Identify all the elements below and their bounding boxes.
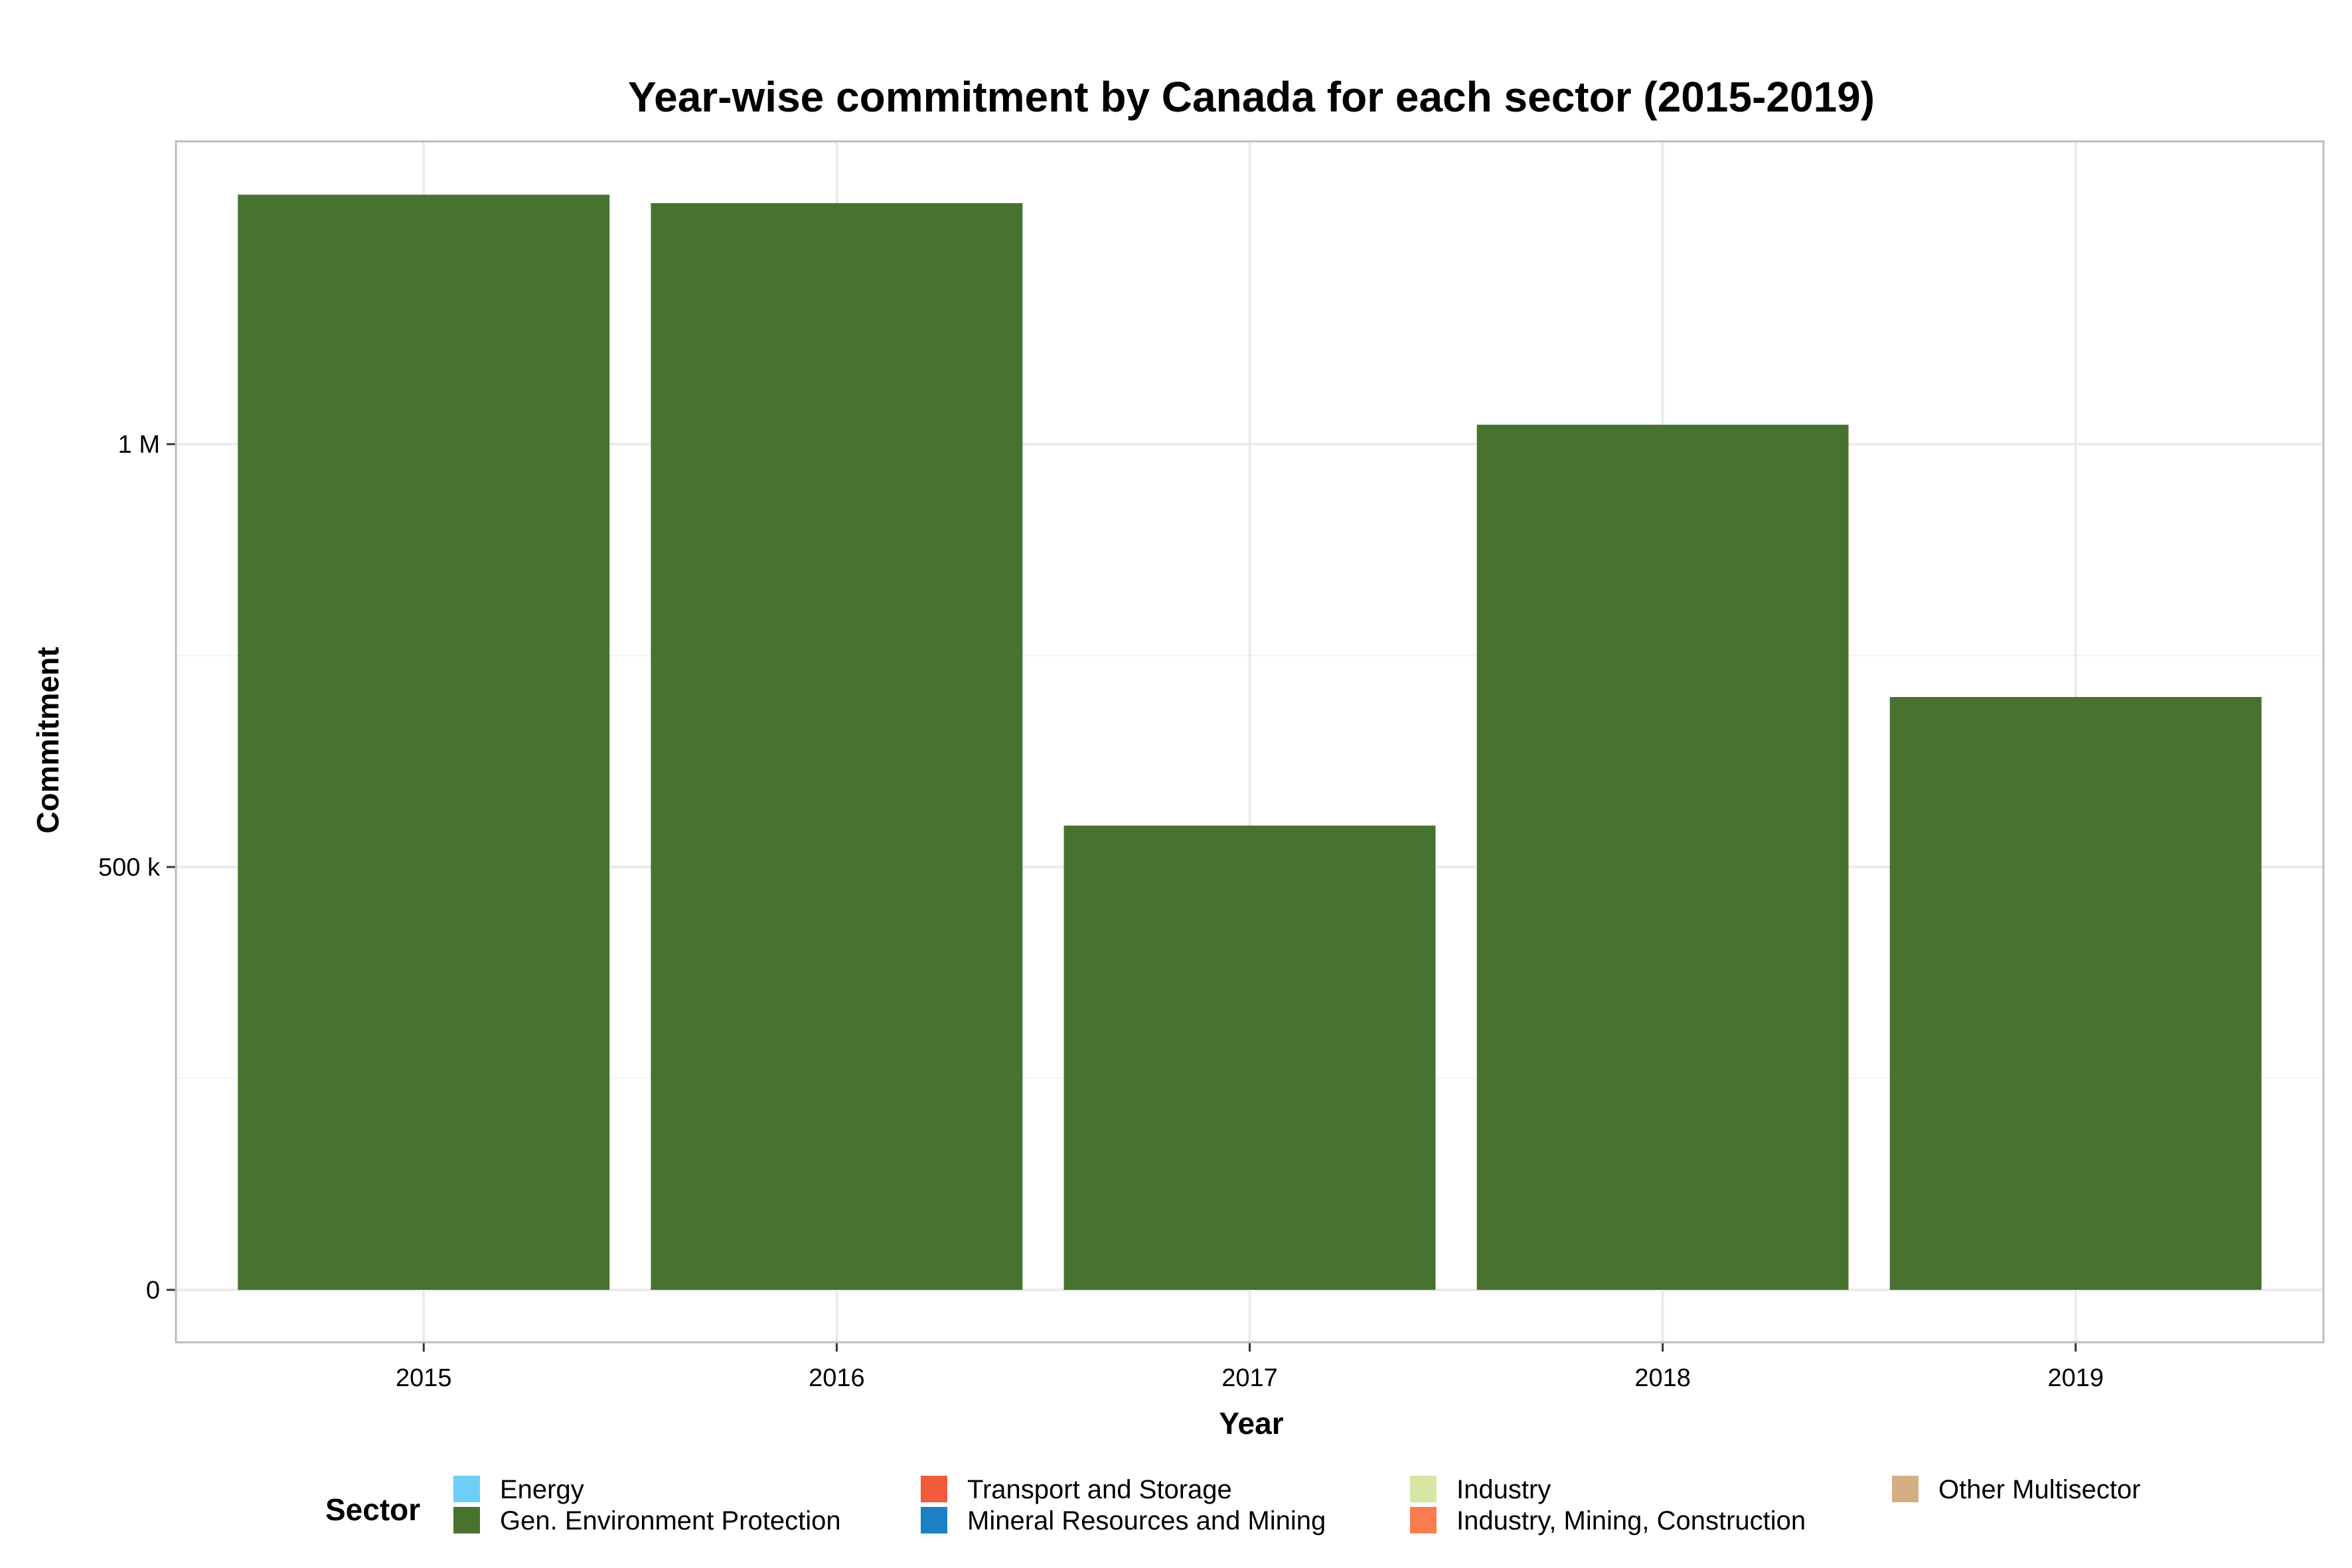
x-tick-label: 2018 [1634,1364,1691,1392]
legend-label: Transport and Storage [967,1475,1232,1504]
bar-2017 [1063,825,1436,1291]
x-axis-title: Year [1219,1406,1283,1441]
plot-border [175,140,2325,1344]
bar-2016 [651,202,1023,1291]
bar-2018 [1476,424,1849,1291]
legend-swatch [453,1507,480,1533]
legend-swatch [1892,1476,1919,1502]
x-tick-label: 2017 [1221,1364,1278,1392]
y-tick-label: 0 [146,1277,160,1304]
legend-swatch [453,1476,480,1502]
chart-title: Year-wise commitment by Canada for each … [628,73,1875,121]
y-axis-title: Commitment [31,647,65,833]
legend-label: Other Multisector [1938,1475,2141,1504]
y-tick-label: 1 M [118,431,160,459]
legend-swatch [921,1507,947,1533]
legend-swatch [1410,1476,1437,1502]
legend-label: Industry [1456,1475,1551,1504]
plot-area: 0 500 k 1 M 2015 2016 2017 2018 2019 [98,140,2325,1392]
legend-title: Sector [325,1492,420,1527]
bar-2015 [238,195,610,1291]
legend-label: Gen. Environment Protection [500,1506,841,1535]
legend-swatch [921,1476,947,1502]
x-tick-label: 2019 [2047,1364,2104,1392]
x-tick-label: 2016 [809,1364,865,1392]
legend-swatch [1410,1507,1437,1533]
legend-label: Mineral Resources and Mining [967,1506,1326,1535]
legend-label: Energy [500,1475,584,1504]
bar-2019 [1889,696,2262,1291]
x-tick-label: 2015 [396,1364,452,1392]
legend-label: Industry, Mining, Construction [1456,1506,1806,1535]
y-tick-label: 500 k [98,854,161,882]
